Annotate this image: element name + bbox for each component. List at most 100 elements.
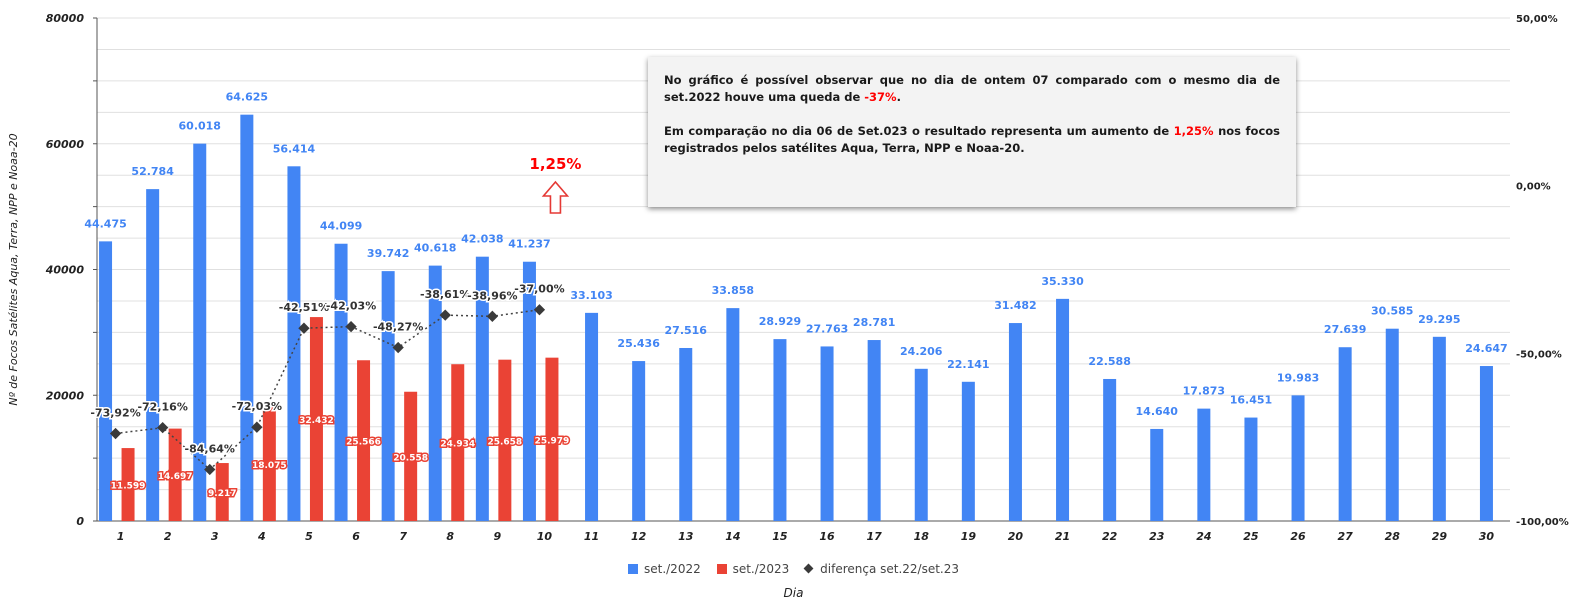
- data-label-2022: 30.585: [1371, 305, 1413, 318]
- difference-point: [486, 310, 499, 322]
- legend-item-difference[interactable]: diferença set.22/set.23: [803, 562, 959, 576]
- data-label-2022: 28.781: [853, 316, 895, 329]
- bar-2022: [1197, 408, 1211, 521]
- legend-item-2022[interactable]: set./2022: [627, 562, 701, 576]
- bar-2022: [522, 261, 536, 521]
- x-axis-title: Dia: [783, 586, 804, 600]
- bar-2022: [1244, 417, 1258, 521]
- data-label-2022: 27.639: [1324, 323, 1366, 336]
- x-tick-label: 15: [772, 530, 788, 543]
- bar-2022: [914, 368, 928, 521]
- bar-2023: [404, 391, 418, 521]
- y-axis-title: Nº de Focos Satélites Aqua, Terra, NPP e…: [7, 133, 20, 405]
- y-tick-label: 60000: [46, 138, 85, 151]
- x-tick-label: 19: [961, 530, 977, 543]
- x-tick-label: 26: [1290, 530, 1306, 543]
- data-label-2022: 56.414: [273, 142, 316, 155]
- bar-2023: [451, 364, 465, 521]
- y2-tick-label: -50,00%: [1516, 349, 1562, 360]
- data-label-2022: 44.475: [84, 217, 126, 230]
- bar-2023: [309, 317, 323, 521]
- data-label-2022: 29.295: [1418, 313, 1460, 326]
- y-tick-label: 20000: [46, 389, 85, 402]
- data-label-2023: 25.658: [487, 437, 522, 447]
- y2-tick-label: 0,00%: [1516, 182, 1551, 193]
- data-label-2022: 24.647: [1465, 342, 1507, 355]
- x-tick-label: 6: [352, 530, 360, 543]
- difference-point: [298, 322, 310, 334]
- difference-point: [251, 421, 263, 433]
- bar-2022: [193, 143, 207, 521]
- difference-point: [345, 320, 357, 333]
- data-label-2023: 25.566: [346, 438, 381, 448]
- bar-2023: [215, 463, 229, 521]
- bar-2022: [1008, 323, 1022, 521]
- data-label-2022: 52.784: [131, 165, 174, 178]
- bar-2022: [585, 312, 599, 521]
- bar-2023: [545, 357, 559, 521]
- data-label-difference: -42,03%: [326, 300, 376, 313]
- bar-2022: [726, 308, 740, 521]
- callout-1-25: 1,25%: [529, 155, 581, 214]
- x-tick-label: 10: [537, 530, 553, 543]
- data-label-2022: 22.588: [1088, 355, 1130, 368]
- data-label-2023: 11.599: [111, 482, 146, 492]
- data-label-2022: 41.237: [508, 238, 550, 251]
- data-label-2022: 14.640: [1136, 405, 1179, 418]
- bar-2022: [1103, 378, 1117, 521]
- x-tick-label: 18: [914, 530, 930, 543]
- data-label-2022: 25.436: [617, 337, 660, 350]
- data-label-2023: 14.697: [158, 472, 193, 482]
- y2-tick-label: -100,00%: [1516, 517, 1569, 528]
- x-tick-label: 21: [1055, 530, 1070, 543]
- x-tick-label: 22: [1102, 530, 1118, 543]
- data-label-2023: 18.075: [252, 461, 287, 471]
- data-label-2022: 28.929: [759, 315, 801, 328]
- x-tick-label: 27: [1337, 530, 1353, 543]
- data-label-2022: 31.482: [994, 299, 1036, 312]
- data-label-difference: -72,16%: [137, 401, 187, 414]
- data-label-2022: 35.330: [1041, 275, 1084, 288]
- bar-2022: [146, 189, 160, 521]
- data-label-2023: 32.432: [299, 416, 334, 426]
- x-tick-label: 29: [1432, 530, 1448, 543]
- difference-point: [156, 421, 169, 434]
- x-tick-label: 28: [1385, 530, 1401, 543]
- data-label-2023: 24.934: [440, 440, 475, 450]
- x-tick-label: 8: [446, 530, 454, 543]
- data-label-2022: 33.858: [712, 284, 754, 297]
- data-label-difference: -38,61%: [420, 288, 470, 301]
- data-label-2022: 40.618: [414, 242, 456, 255]
- data-label-difference: -48,27%: [373, 321, 423, 334]
- legend-item-2023[interactable]: set./2023: [716, 562, 789, 576]
- data-label-2022: 24.206: [900, 345, 943, 358]
- axes: 0 20000 40000 60000 80000 -100,00% -50,00% 0,00…: [7, 12, 1569, 543]
- bar-2022: [287, 166, 301, 521]
- x-tick-label: 25: [1243, 530, 1259, 543]
- data-label-2022: 22.141: [947, 358, 989, 371]
- bar-2022: [1385, 328, 1399, 521]
- x-tick-label: 16: [819, 530, 835, 543]
- bar-2022: [1338, 347, 1352, 521]
- bar-2022: [1056, 298, 1070, 521]
- x-tick-label: 3: [211, 530, 219, 543]
- data-label-difference: -37,00%: [514, 283, 564, 296]
- difference-point: [533, 304, 546, 316]
- bar-2022: [381, 271, 395, 521]
- bar-2022: [1479, 366, 1493, 521]
- data-label-2022: 60.018: [179, 120, 221, 133]
- bar-2022: [428, 265, 442, 521]
- bar-2023: [262, 407, 276, 521]
- bar-2022: [1432, 336, 1446, 521]
- difference-point: [392, 341, 404, 354]
- callout-label: 1,25%: [529, 155, 581, 173]
- up-arrow-icon: [541, 180, 570, 214]
- data-label-2022: 19.983: [1277, 371, 1319, 384]
- data-labels: 44.475 52.784 60.018 64.625 56.414 44.099 39.7…: [84, 91, 1507, 501]
- bar-2022: [820, 346, 834, 521]
- difference-line-path: [115, 308, 540, 471]
- x-tick-label: 4: [257, 530, 266, 543]
- bar-2023: [121, 448, 135, 521]
- data-label-difference: -73,92%: [90, 407, 140, 420]
- difference-point: [439, 309, 451, 321]
